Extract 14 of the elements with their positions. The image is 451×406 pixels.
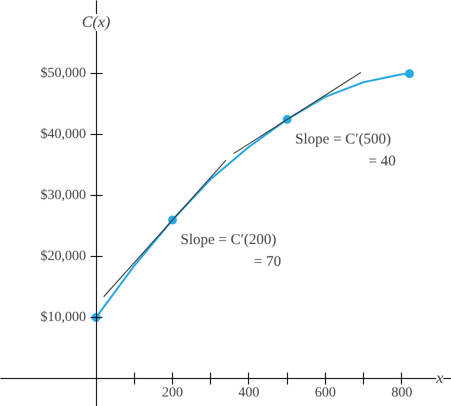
- x-tick-label: 800: [391, 385, 412, 400]
- x-axis-title: x: [435, 370, 444, 387]
- annotation: Slope = C′(200) = 70: [180, 232, 282, 270]
- y-tick-label: $10,000: [40, 310, 86, 325]
- annotation: Slope = C′(500) = 40: [295, 131, 396, 170]
- x-tick-label: 600: [314, 385, 336, 400]
- y-tick-label: $50,000: [40, 66, 86, 82]
- y-tick-label: $20,000: [40, 249, 86, 264]
- y-tick-label: $40,000: [40, 127, 86, 142]
- y-axis-title: C(x): [82, 14, 110, 31]
- x-tick-label: 200: [162, 385, 183, 400]
- point: [404, 69, 414, 78]
- x-tick-label: 400: [238, 385, 260, 400]
- y-tick-label: $30,000: [40, 188, 86, 204]
